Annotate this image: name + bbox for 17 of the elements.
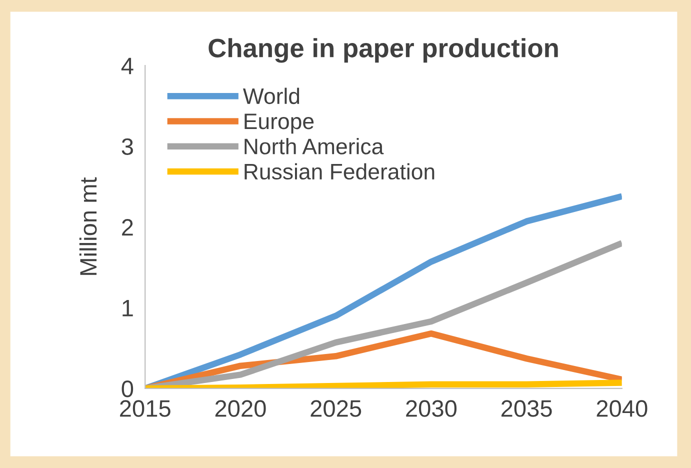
x-tick-label: 2035 [501, 400, 552, 417]
y-axis-title: Million mt [79, 177, 97, 275]
y-tick-label: 0 [122, 380, 134, 398]
chart-title: Change in paper production [208, 38, 558, 63]
y-tick-label: 1 [122, 300, 133, 316]
x-tick-label: 2015 [120, 400, 170, 417]
x-tick-label: 2030 [406, 400, 457, 417]
y-tick-label: 4 [121, 58, 134, 74]
legend-label: Russian Federation [244, 163, 434, 180]
y-tick-label: 3 [122, 138, 133, 156]
x-tick-label: 2020 [215, 400, 266, 417]
x-tick-label: 2040 [596, 400, 648, 417]
x-tick-label: 2025 [310, 400, 362, 417]
legend-label: Europe [244, 114, 314, 134]
legend-label: North America [244, 138, 384, 154]
y-tick-label: 2 [122, 219, 133, 236]
legend-label: World [242, 88, 300, 104]
